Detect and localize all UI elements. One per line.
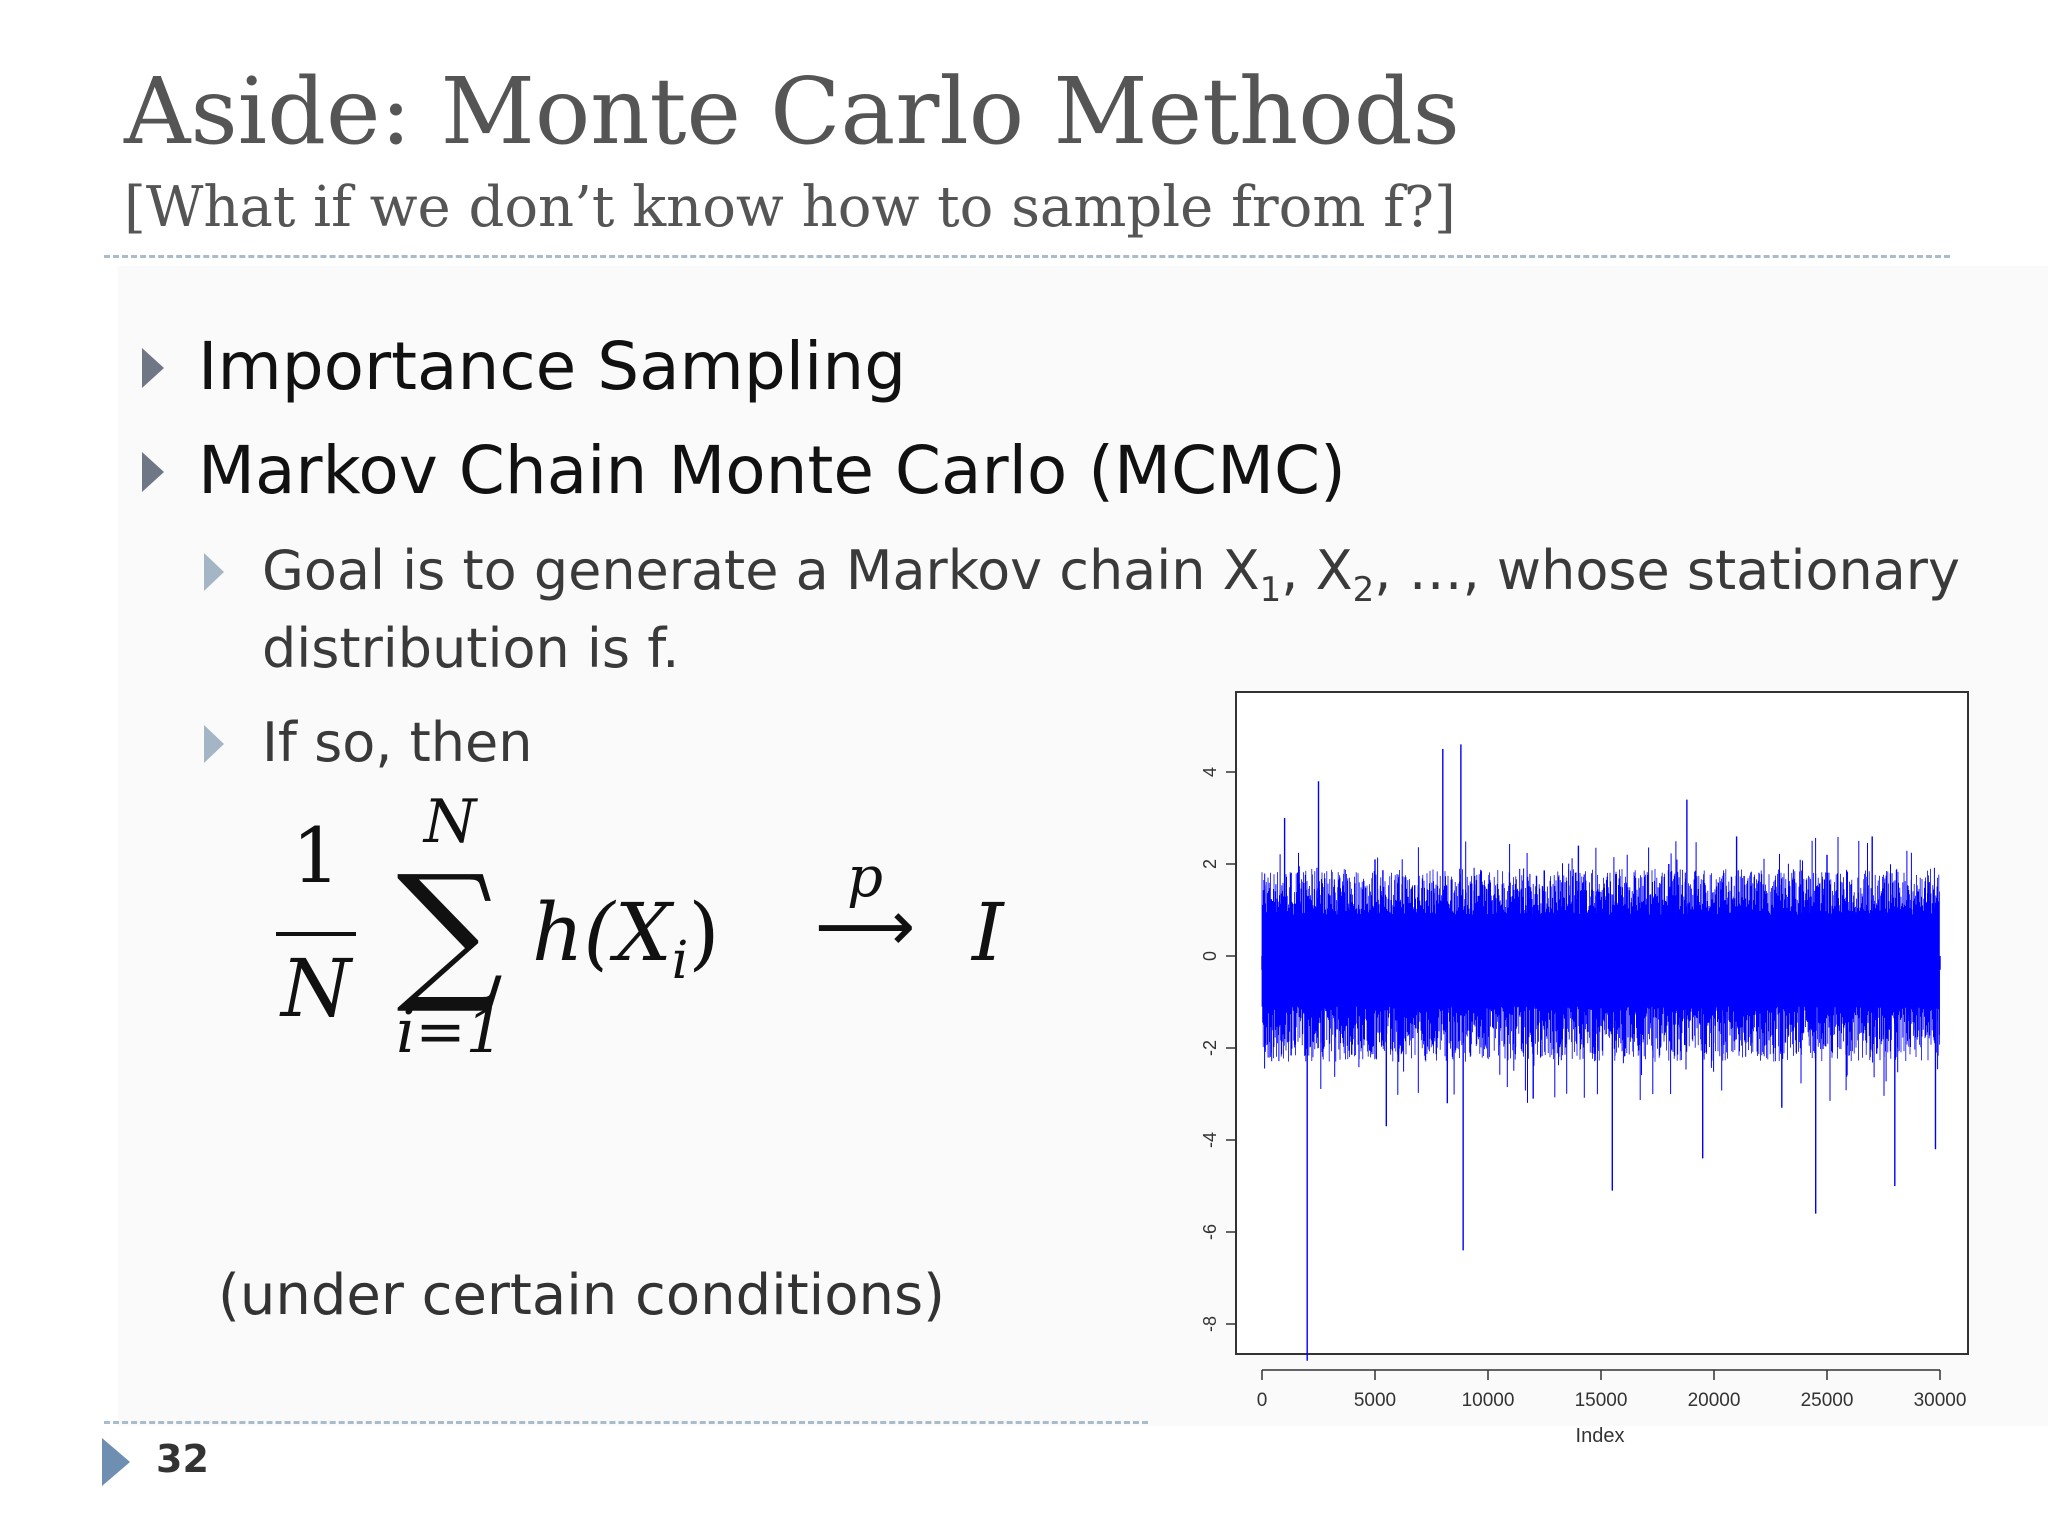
y-tick-label: -2 bbox=[1200, 1040, 1220, 1056]
convergence-formula: 1 N N ∑ i=1 h(Xi) p ⟶ I bbox=[276, 790, 1005, 1067]
page-arrow-icon bbox=[102, 1438, 130, 1486]
bullet-arrow-icon bbox=[142, 348, 164, 388]
x-tick-label: 10000 bbox=[1462, 1390, 1515, 1411]
sub-bullet-goal: Goal is to generate a Markov chain X1, X… bbox=[262, 544, 1960, 608]
y-tick-label: -6 bbox=[1200, 1224, 1220, 1240]
sub-bullet-if-so: If so, then bbox=[262, 711, 533, 774]
y-tick-label: -8 bbox=[1200, 1316, 1220, 1332]
sub-bullet-goal-line2: distribution is f. bbox=[262, 617, 680, 680]
bullet-arrow-icon bbox=[142, 452, 164, 492]
sum-lower-limit: i=1 bbox=[396, 997, 504, 1067]
formula-limit: I bbox=[970, 886, 1005, 979]
slide-subtitle: [What if we don’t know how to sample fro… bbox=[124, 175, 1456, 240]
sum-upper-limit: N bbox=[422, 790, 479, 857]
term-open: h(X bbox=[532, 886, 675, 979]
bullet-importance-sampling: Importance Sampling bbox=[198, 328, 907, 405]
footer-divider bbox=[104, 1421, 1148, 1424]
x-tick-label: 20000 bbox=[1688, 1390, 1741, 1411]
mcmc-trace-plot: -8 -6 -4 -2 0 2 4 0 5000 10000 15000 20000 25000 3000… bbox=[1200, 691, 1969, 1447]
fraction-numerator: 1 bbox=[292, 811, 340, 900]
fraction-denominator: N bbox=[279, 942, 354, 1035]
x-axis-label: Index bbox=[1576, 1425, 1625, 1447]
goal-subscript-1: 1 bbox=[1259, 570, 1282, 610]
trace-spikes bbox=[1264, 836, 1940, 1103]
bullet-mcmc: Markov Chain Monte Carlo (MCMC) bbox=[198, 432, 1346, 509]
x-tick-label: 30000 bbox=[1914, 1390, 1967, 1411]
sum-symbol: ∑ bbox=[396, 844, 503, 1018]
y-tick-label: 2 bbox=[1200, 859, 1220, 869]
x-tick-label: 5000 bbox=[1354, 1390, 1396, 1411]
goal-text-part2: , X bbox=[1281, 539, 1353, 602]
goal-text-part1: Goal is to generate a Markov chain X bbox=[262, 539, 1260, 602]
condition-note: (under certain conditions) bbox=[218, 1263, 945, 1328]
convergence-arrow: ⟶ bbox=[815, 885, 915, 967]
page-number: 32 bbox=[156, 1437, 209, 1481]
y-tick-label: -4 bbox=[1200, 1132, 1220, 1148]
term-close: ) bbox=[688, 886, 719, 979]
header-divider bbox=[104, 255, 1950, 258]
y-tick-label: 0 bbox=[1200, 951, 1220, 961]
term-subscript: i bbox=[672, 931, 689, 991]
goal-subscript-2: 2 bbox=[1352, 570, 1375, 610]
slide-title: Aside: Monte Carlo Methods bbox=[124, 58, 1460, 165]
y-tick-label: 4 bbox=[1200, 767, 1220, 777]
goal-text-part3: , …, whose stationary bbox=[1374, 539, 1960, 602]
x-tick-label: 15000 bbox=[1575, 1390, 1628, 1411]
sub-bullet-arrow-icon bbox=[204, 725, 224, 763]
formula-term: h(Xi) bbox=[532, 886, 720, 991]
arrow-label: p bbox=[847, 845, 883, 910]
x-tick-label: 0 bbox=[1257, 1390, 1268, 1411]
x-tick-label: 25000 bbox=[1801, 1390, 1854, 1411]
sub-bullet-arrow-icon bbox=[204, 553, 224, 591]
